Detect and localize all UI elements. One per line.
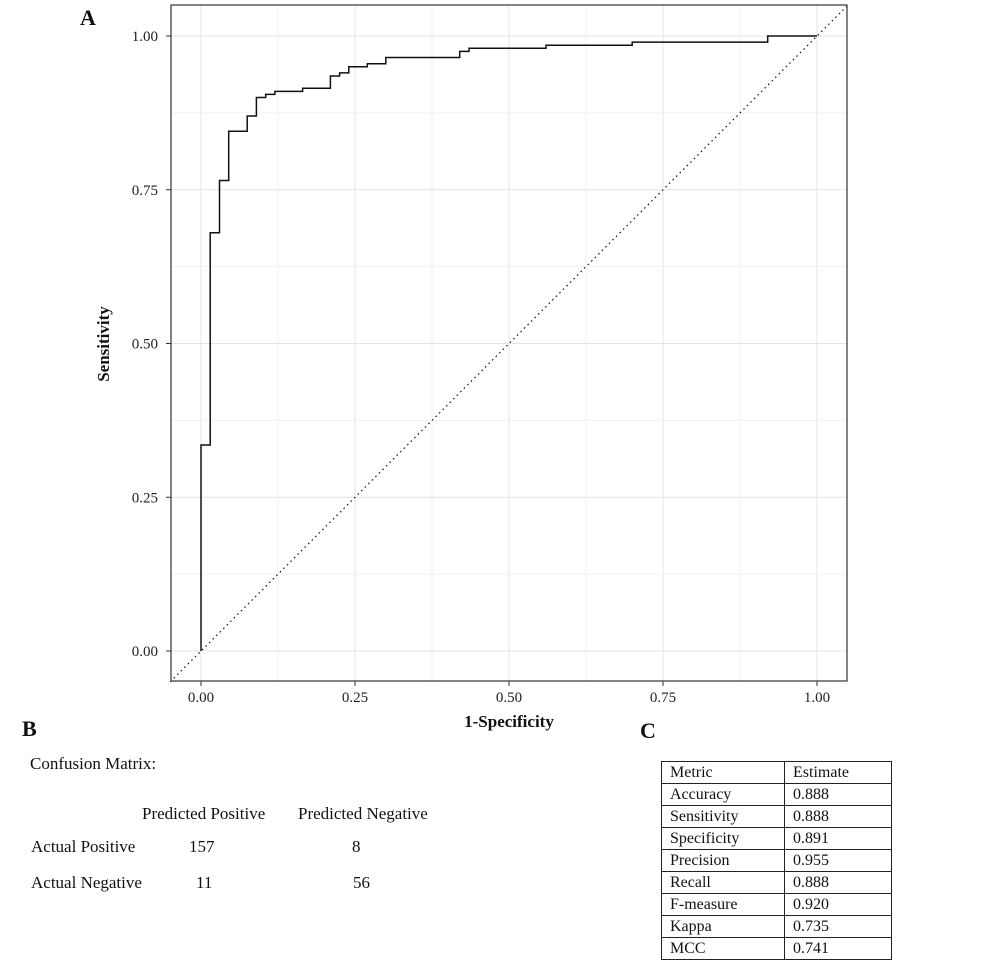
metric-name: Precision xyxy=(661,849,785,872)
table-row: Kappa 0.735 xyxy=(661,915,892,938)
metric-name: Recall xyxy=(661,871,785,894)
metric-name: Specificity xyxy=(661,827,785,850)
y-tick-label: 0.00 xyxy=(132,644,158,660)
table-row: Precision 0.955 xyxy=(661,849,892,872)
metrics-header-row: Metric Estimate xyxy=(661,761,892,784)
roc-curve xyxy=(200,35,817,651)
x-tick-label: 0.50 xyxy=(496,690,522,706)
col-header-predicted-negative: Predicted Negative xyxy=(298,804,428,823)
table-row: F-measure 0.920 xyxy=(661,893,892,916)
metric-name: F-measure xyxy=(661,893,785,916)
metric-value: 0.888 xyxy=(784,783,892,806)
confusion-matrix-title: Confusion Matrix: xyxy=(30,754,157,773)
table-row: Accuracy 0.888 xyxy=(661,783,892,806)
metric-name: Kappa xyxy=(661,915,785,938)
row-label-actual-negative: Actual Negative xyxy=(31,873,142,892)
chart-ticks: 0.00 0.25 0.50 0.75 1.00 0.00 0.25 0.50 0.75 1.00 xyxy=(132,29,830,706)
metric-value: 0.741 xyxy=(784,937,892,960)
metric-name: Sensitivity xyxy=(661,805,785,828)
table-row: Specificity 0.891 xyxy=(661,827,892,850)
metric-value: 0.888 xyxy=(784,805,892,828)
cell-false-negative: 8 xyxy=(352,837,361,856)
metric-value: 0.735 xyxy=(784,915,892,938)
y-tick-label: 0.75 xyxy=(132,183,158,199)
metric-value: 0.955 xyxy=(784,849,892,872)
col-header-predicted-positive: Predicted Positive xyxy=(142,804,266,823)
metric-value: 0.920 xyxy=(784,893,892,916)
x-tick-label: 0.75 xyxy=(650,690,676,706)
cell-true-positive: 157 xyxy=(189,837,215,856)
table-row: Sensitivity 0.888 xyxy=(661,805,892,828)
cell-true-negative: 56 xyxy=(353,873,370,892)
x-tick-label: 1.00 xyxy=(804,690,830,706)
y-axis-label: Sensitivity xyxy=(94,306,113,382)
metric-column-header: Metric xyxy=(661,761,785,784)
estimate-column-header: Estimate xyxy=(784,761,892,784)
x-tick-label: 0.00 xyxy=(188,690,214,706)
x-tick-label: 0.25 xyxy=(342,690,368,706)
row-label-actual-positive: Actual Positive xyxy=(31,837,136,856)
panel-label-b: B xyxy=(22,716,37,741)
metrics-table: Metric Estimate Accuracy 0.888 Sensitivit… xyxy=(661,761,892,960)
roc-chart: A 0.00 0.25 0.50 0.75 1.00 0.00 0.25 0.50 0.75 1.… xyxy=(80,4,849,731)
table-row: Recall 0.888 xyxy=(661,871,892,894)
metric-value: 0.891 xyxy=(784,827,892,850)
chart-marks xyxy=(169,4,849,683)
chart-grid xyxy=(171,5,847,681)
y-tick-label: 0.25 xyxy=(132,490,158,506)
cell-false-positive: 11 xyxy=(196,873,213,892)
metric-name: Accuracy xyxy=(661,783,785,806)
table-row: MCC 0.741 xyxy=(661,937,892,960)
metric-name: MCC xyxy=(661,937,785,960)
y-tick-label: 1.00 xyxy=(132,29,158,45)
x-axis-label: 1-Specificity xyxy=(464,712,554,731)
metric-value: 0.888 xyxy=(784,871,892,894)
y-tick-label: 0.50 xyxy=(132,337,158,353)
panel-label-a: A xyxy=(80,5,96,30)
panel-label-c: C xyxy=(640,718,656,743)
